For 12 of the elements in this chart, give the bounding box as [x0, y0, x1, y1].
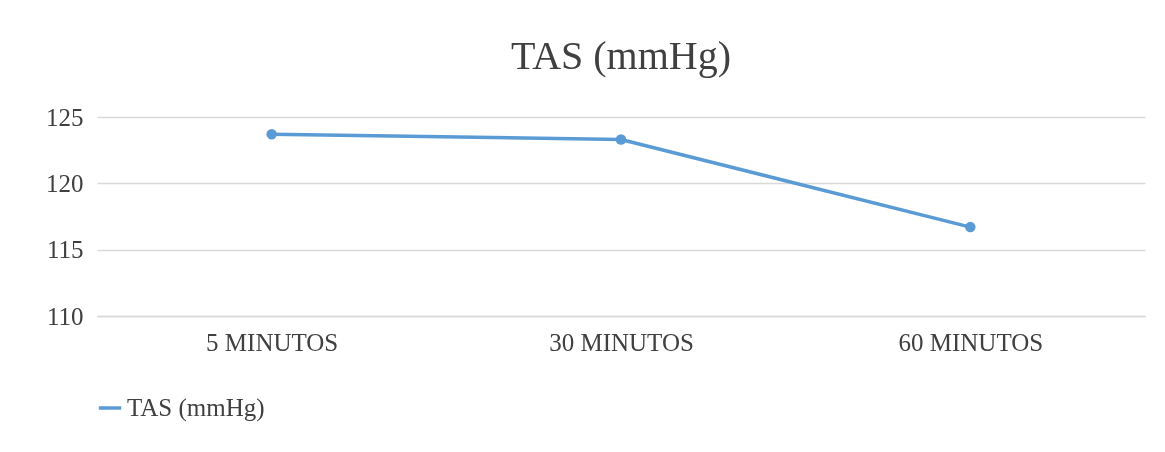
x-tick-label: 30 MINUTOS: [549, 328, 694, 356]
point: [965, 221, 976, 233]
x-tick-label: 60 MINUTOS: [898, 328, 1044, 356]
point: [266, 129, 277, 140]
y-tick-label: 110: [46, 302, 84, 330]
y-tick-label: 120: [46, 169, 84, 197]
y-tick-label: 125: [46, 103, 84, 131]
chart-title: TAS (mmHg): [510, 33, 732, 78]
point: [615, 134, 627, 145]
x-tick-label: 5 MINUTOS: [206, 328, 339, 356]
legend-label: TAS (mmHg): [127, 394, 265, 422]
y-tick-label: 115: [46, 236, 84, 264]
